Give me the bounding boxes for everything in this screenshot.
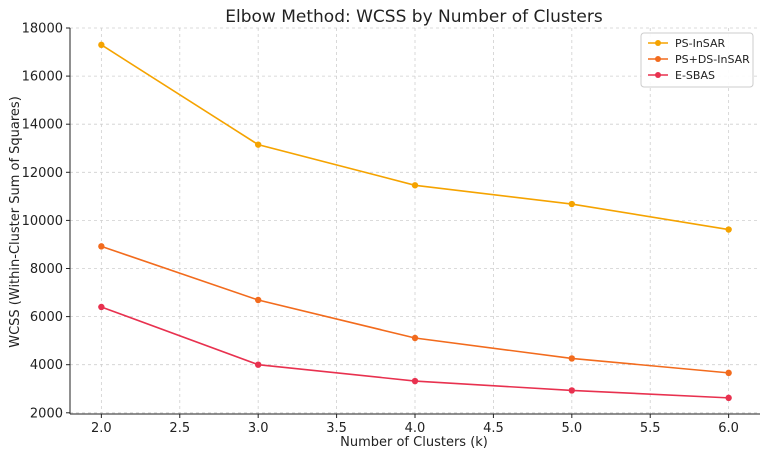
data-point	[98, 243, 105, 250]
legend-label: PS-InSAR	[675, 37, 726, 50]
data-point	[98, 41, 105, 49]
chart-title: Elbow Method: WCSS by Number of Clusters	[225, 7, 603, 27]
data-point	[411, 334, 419, 342]
data-point	[568, 200, 576, 208]
data-point	[725, 369, 732, 377]
grid	[70, 27, 760, 414]
data-point	[725, 226, 732, 233]
series-e-sbas	[98, 303, 732, 402]
y-tick-label: 8000	[30, 262, 63, 277]
data-point	[725, 394, 732, 402]
data-point	[254, 141, 262, 148]
data-point	[411, 377, 419, 385]
y-tick-label: 18000	[22, 22, 63, 37]
y-tick-label: 6000	[30, 310, 63, 325]
legend-box	[640, 32, 754, 88]
x-tick-label: 5.5	[640, 421, 661, 436]
x-tick-label: 6.0	[718, 421, 739, 436]
x-tick-label: 4.5	[483, 421, 504, 436]
y-tick-label: 12000	[22, 166, 63, 181]
x-tick-label: 5.0	[561, 421, 582, 436]
y-axis-label: WCSS (Within-Cluster Sum of Squares)	[8, 96, 23, 348]
y-tick-label: 4000	[30, 358, 63, 373]
series-layer	[98, 41, 732, 402]
legend-label: E-SBAS	[675, 69, 715, 82]
x-axis-label: Number of Clusters (k)	[340, 435, 488, 450]
y-tick-label: 10000	[22, 214, 63, 229]
data-point	[254, 296, 262, 304]
axes: 2.0 2.5 3.0 3.5 4.0 4.5 5.0 5.5 6.0 2000 4000 6000 8…	[22, 22, 760, 436]
legend-item: PS-InSAR	[648, 37, 726, 50]
legend-swatch-marker	[655, 56, 661, 62]
legend-item: PS+DS-InSAR	[648, 53, 750, 66]
x-tick-label: 2.5	[169, 421, 190, 436]
data-point	[98, 303, 105, 311]
y-tick-label: 2000	[30, 406, 63, 421]
legend-swatch-marker	[655, 72, 661, 78]
legend-label: PS+DS-InSAR	[675, 53, 750, 66]
y-tick-label: 16000	[22, 70, 63, 85]
x-tick-label: 2.0	[91, 421, 112, 436]
data-point	[568, 387, 576, 394]
data-point	[568, 355, 576, 362]
data-point	[254, 361, 262, 368]
legend: PS-InSAR PS+DS-InSAR E-SBAS	[640, 32, 754, 88]
x-tick-label: 3.0	[248, 421, 269, 436]
series-ps-ds-insar	[98, 243, 732, 377]
legend-item: E-SBAS	[648, 69, 715, 82]
data-point	[411, 182, 419, 189]
series-ps-insar	[98, 41, 732, 233]
y-tick-label: 14000	[22, 118, 63, 133]
legend-swatch-marker	[655, 40, 661, 46]
x-tick-label: 3.5	[326, 421, 347, 436]
x-tick-label: 4.0	[405, 421, 426, 436]
